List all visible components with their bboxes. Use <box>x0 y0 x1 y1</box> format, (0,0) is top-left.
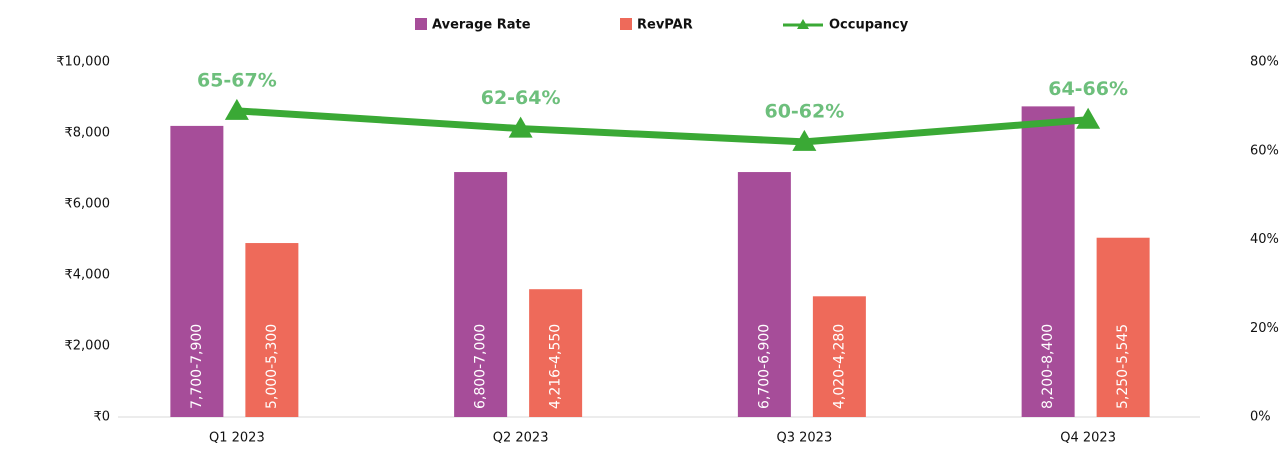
line-label: 60-62% <box>764 100 844 122</box>
bar <box>529 289 583 417</box>
bar-label: 5,000-5,300 <box>264 324 280 409</box>
y-tick-label: ₹0 <box>93 410 110 425</box>
bar-label: 6,800-7,000 <box>473 324 489 409</box>
bar-label: 7,700-7,900 <box>189 324 205 409</box>
y-tick-label: ₹6,000 <box>65 197 111 212</box>
bar <box>1096 237 1150 417</box>
line <box>236 107 1089 146</box>
line-label: 65-67% <box>197 69 277 91</box>
bar-label: 8,200-8,400 <box>1040 324 1056 409</box>
line-label: 64-66% <box>1048 78 1128 100</box>
y-tick-label: ₹8,000 <box>65 126 111 141</box>
x-tick-label: Q1 2023 <box>209 431 265 446</box>
y2-tick-label: 0% <box>1250 410 1271 425</box>
x-tick-label: Q2 2023 <box>493 431 549 446</box>
y2-tick-label: 20% <box>1250 321 1279 336</box>
bar <box>170 125 224 418</box>
bar-label: 4,216-4,550 <box>548 324 564 409</box>
bar-label: 4,020-4,280 <box>831 324 847 409</box>
y2-tick-label: 60% <box>1250 143 1279 158</box>
y-tick-label: ₹4,000 <box>65 268 111 283</box>
bar <box>454 172 508 417</box>
y-tick-label: ₹10,000 <box>56 55 110 70</box>
line-marker <box>792 129 817 151</box>
line-label: 62-64% <box>481 87 561 109</box>
line-marker <box>224 98 249 120</box>
line-marker <box>508 116 533 138</box>
legend-label: RevPAR <box>637 18 693 33</box>
x-tick-label: Q4 2023 <box>1060 431 1116 446</box>
x-tick-label: Q3 2023 <box>777 431 833 446</box>
y2-tick-label: 40% <box>1250 232 1279 247</box>
legend-label: Occupancy <box>829 18 909 33</box>
bar-label: 6,700-6,900 <box>756 324 772 409</box>
legend-marker <box>797 19 809 29</box>
y2-tick-label: 80% <box>1250 55 1279 70</box>
bar <box>812 296 866 417</box>
legend-swatch <box>620 18 632 30</box>
bar <box>245 243 299 417</box>
line-marker <box>1076 107 1101 129</box>
bar <box>1021 106 1075 417</box>
bar-label: 5,250-5,545 <box>1115 324 1131 409</box>
bar <box>737 172 791 417</box>
y-tick-label: ₹2,000 <box>65 339 111 354</box>
legend-swatch <box>415 18 427 30</box>
legend-label: Average Rate <box>432 18 531 33</box>
